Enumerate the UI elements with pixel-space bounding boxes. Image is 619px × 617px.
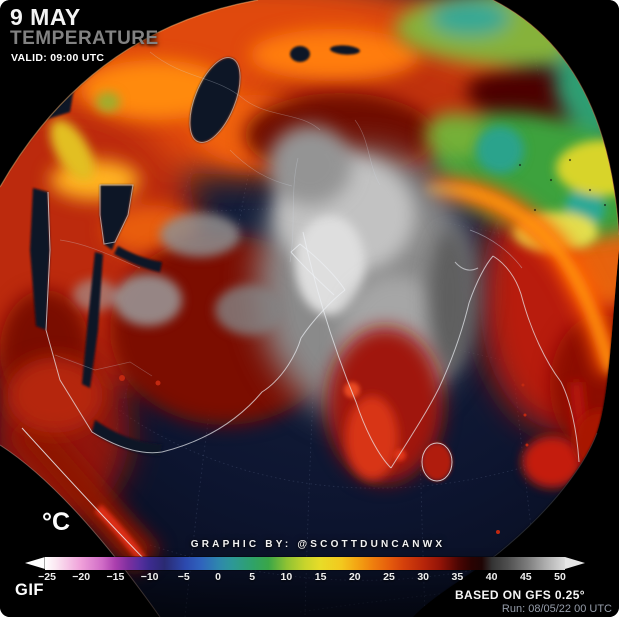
model-run-label: Run: 08/05/22 00 UTC xyxy=(501,603,612,615)
product-label: TEMPERATURE xyxy=(10,28,159,49)
colorbar-tick: 15 xyxy=(314,571,327,583)
colorbar-tick: 0 xyxy=(215,571,221,583)
coastlines xyxy=(21,57,580,564)
plateau-specks xyxy=(518,158,607,212)
gif-badge: GIF xyxy=(15,581,44,599)
colorbar-tick: −5 xyxy=(177,571,190,583)
colorbar-tick: 25 xyxy=(383,571,395,583)
colorbar-tick: −10 xyxy=(140,571,159,583)
colorbar-unit-label: °C xyxy=(42,508,71,536)
colorbar-right-arrow xyxy=(565,557,585,569)
colorbar-tick: 40 xyxy=(485,571,498,583)
valid-time-label: VALID: 09:00 UTC xyxy=(11,52,105,64)
colorbar-tick: 35 xyxy=(451,571,464,583)
colorbar-tick: 20 xyxy=(348,571,361,583)
small-islands xyxy=(119,375,529,534)
colorbar-ticks: −25 −20 −15 −10 −5 0 5 10 15 20 25 30 35 40 45 50 xyxy=(38,571,566,586)
colorbar-tick: 45 xyxy=(519,571,532,583)
credit-label: GRAPHIC BY: @SCOTTDUNCANWX xyxy=(190,539,446,550)
south-india-red xyxy=(327,327,452,483)
country-borders xyxy=(54,51,523,377)
model-source-label: BASED ON GFS 0.25° xyxy=(454,588,585,602)
arabia-gray-patches xyxy=(73,213,285,335)
colorbar-tick: 50 xyxy=(554,571,566,583)
colorbar-tick: −15 xyxy=(106,571,125,583)
colorbar-tick: 5 xyxy=(249,571,256,583)
colorbar-tick: −25 xyxy=(38,571,56,583)
himalaya-arc xyxy=(422,177,619,376)
colorbar-tick: 30 xyxy=(417,571,430,583)
colorbar-tick: 10 xyxy=(280,571,293,583)
colorbar-left-arrow xyxy=(25,557,45,569)
colorbar-tick: −20 xyxy=(72,571,91,583)
date-label: 9 MAY xyxy=(10,4,81,30)
temperature-colorbar xyxy=(45,557,565,570)
